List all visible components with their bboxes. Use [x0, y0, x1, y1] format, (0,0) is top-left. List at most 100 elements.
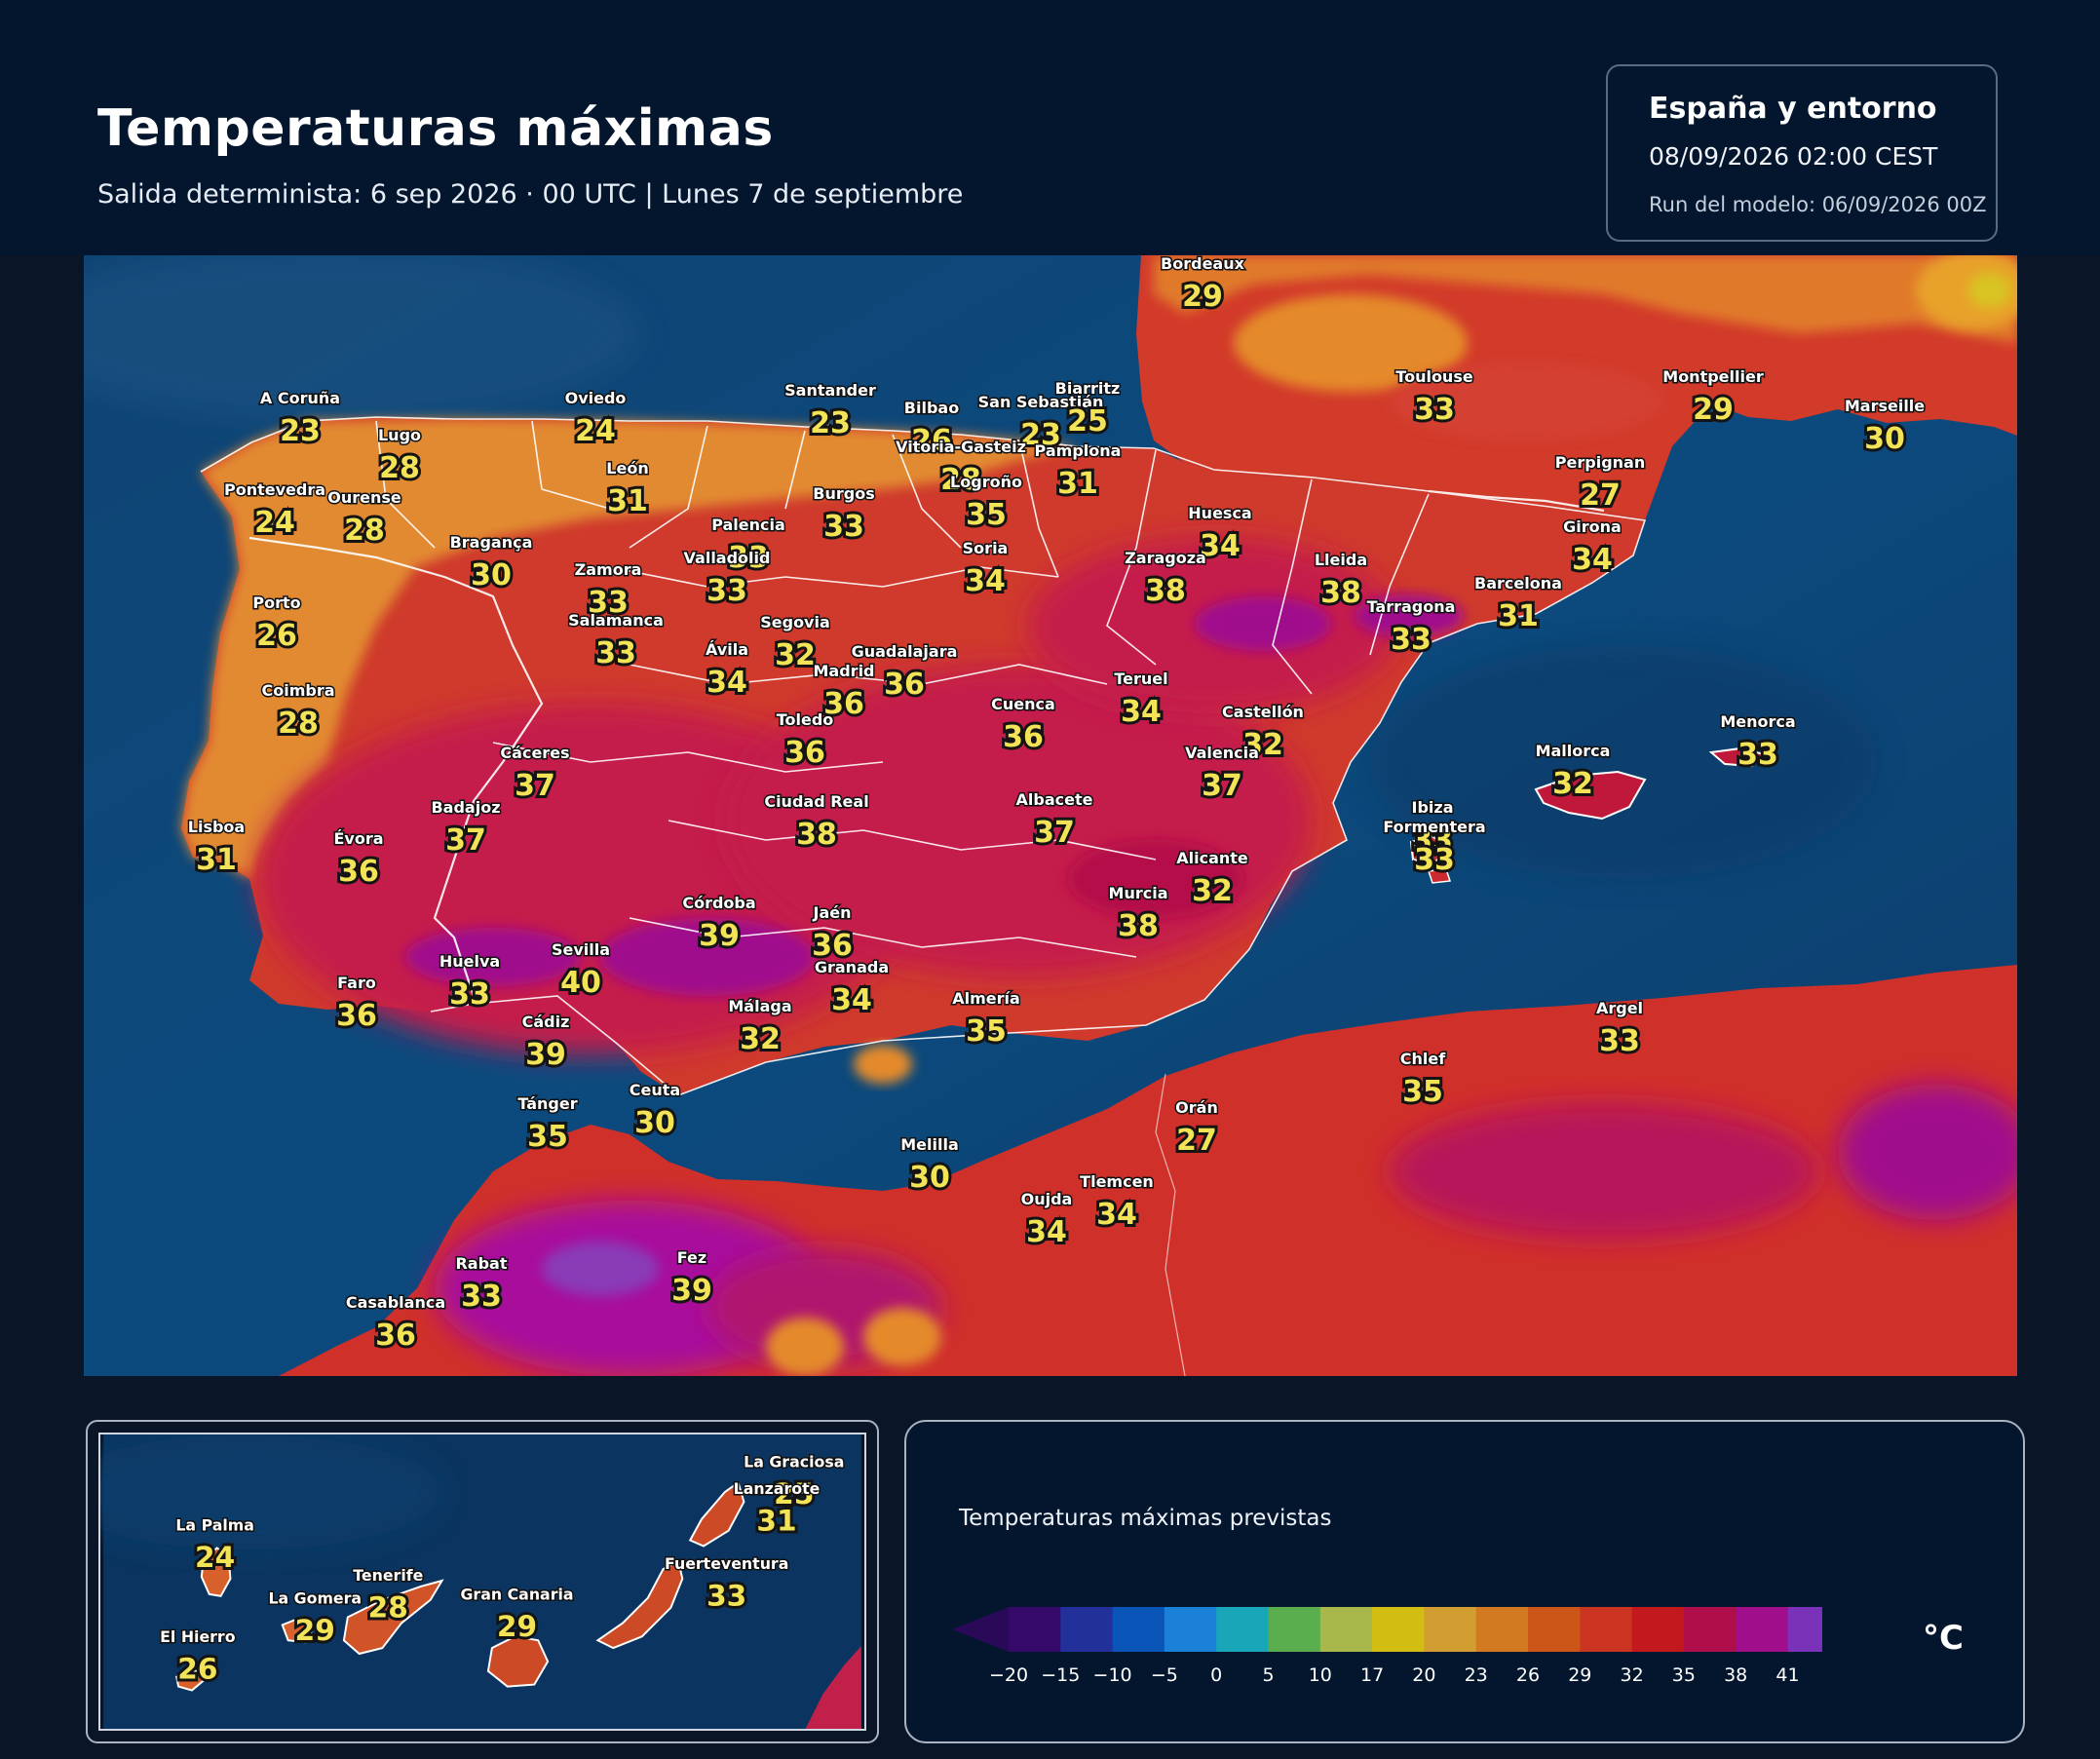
legend-swatch [1372, 1607, 1425, 1652]
city-name: Oviedo [565, 389, 627, 407]
city-name: Barcelona [1474, 574, 1562, 593]
city-la-graciosa: La Graciosa 25 [743, 1451, 846, 1513]
city-tanger: Tánger 35 [516, 1093, 579, 1158]
city-oujda: Oujda 34 [1019, 1189, 1074, 1253]
city-name: Jaén [813, 903, 852, 922]
city-melilla: Melilla 30 [899, 1134, 961, 1199]
city-murcia: Murcia 38 [1107, 883, 1169, 947]
city-name: Valladolid [684, 549, 771, 567]
city-name: Ibiza [1412, 798, 1454, 817]
city-bilbao: Bilbao 26 [902, 398, 960, 462]
city-temp: 36 [812, 929, 853, 963]
legend-tick-label: −15 [1041, 1664, 1080, 1686]
city-soria: Soria 34 [961, 538, 1010, 602]
city-name: Teruel [1114, 669, 1167, 688]
city-temp: 38 [796, 818, 837, 852]
city-name: Tenerife [353, 1566, 423, 1585]
city-temp: 33 [461, 1280, 502, 1314]
city-perpignan: Perpignan 27 [1553, 452, 1646, 516]
header-bar: Temperaturas máximas Salida determinista… [0, 0, 2100, 255]
city-ciudad-real: Ciudad Real 38 [763, 791, 870, 856]
city-almeria: Almería 35 [951, 988, 1022, 1052]
city-fez: Fez 39 [668, 1247, 715, 1312]
city-malaga: Málaga 32 [727, 996, 793, 1060]
temperature-field [181, 255, 2017, 1376]
city-temp: 33 [595, 636, 636, 670]
legend-swatch [1216, 1607, 1269, 1652]
main-map: Bordeaux 29 A Coruña 23 Lugo 28 Oviedo 24 Santan… [84, 255, 2017, 1376]
city-temp: 32 [1242, 728, 1283, 762]
legend-swatch [1164, 1607, 1217, 1652]
city-temp: 34 [1200, 529, 1241, 563]
city-braganca: Bragança 30 [448, 532, 534, 596]
city-name: El Hierro [160, 1627, 236, 1646]
city-temp: 29 [1182, 280, 1223, 314]
city-temp: 26 [177, 1653, 217, 1686]
city-temp: 35 [966, 1014, 1007, 1049]
city-temp: 31 [756, 1505, 796, 1538]
city-name: Mallorca [1536, 742, 1611, 760]
city-temp: 25 [774, 1477, 814, 1510]
city-alicante: Alicante 32 [1175, 848, 1250, 912]
city-name: Orán [1175, 1098, 1218, 1117]
legend-tick-label: 23 [1465, 1664, 1488, 1686]
city-name: Oujda [1021, 1190, 1073, 1208]
city-temp: 38 [1145, 574, 1186, 608]
legend-tick-label: 35 [1672, 1664, 1696, 1686]
city-name: Girona [1563, 517, 1622, 536]
city-santander: Santander 23 [783, 380, 878, 444]
city-temp: 29 [295, 1614, 335, 1647]
legend-tick-label: 20 [1412, 1664, 1435, 1686]
city-temp: 31 [1498, 599, 1539, 633]
city-teruel: Teruel 34 [1113, 669, 1169, 733]
city-name: Fez [677, 1248, 706, 1267]
city-name: Biarritz [1055, 379, 1121, 398]
city-el-hierro: El Hierro 26 [159, 1626, 238, 1689]
city-temp: 39 [525, 1038, 566, 1072]
city-name: Santander [784, 381, 876, 400]
city-pontevedra: Pontevedra 24 [222, 479, 326, 544]
city-coimbra: Coimbra 28 [260, 680, 336, 745]
city-name: Bragança [450, 533, 533, 552]
legend-swatch [1319, 1607, 1373, 1652]
city-name: Córdoba [682, 894, 755, 912]
city-biarritz: Biarritz 25 [1053, 378, 1122, 442]
city-temp: 31 [607, 484, 648, 518]
city-name: Cáceres [500, 744, 569, 762]
city-name: Granada [815, 958, 889, 976]
city-argel: Argel 33 [1594, 998, 1644, 1062]
city-name: Lugo [378, 426, 421, 444]
city-menorca: Menorca 33 [1719, 711, 1797, 776]
city-temp: 36 [375, 1319, 416, 1353]
city-name: Alicante [1176, 849, 1248, 867]
city-bordeaux: Bordeaux 29 [1160, 255, 1247, 317]
city-name: Tánger [517, 1094, 577, 1113]
tenerife-island [342, 1579, 444, 1656]
info-model-run: Run del modelo: 06/09/2026 00Z [1649, 193, 1987, 216]
la-gomera-island [281, 1616, 315, 1644]
city-temp: 27 [1176, 1124, 1217, 1158]
city-name: Marseille [1845, 397, 1925, 415]
city-name: León [606, 459, 648, 478]
city-name: Palencia [711, 516, 785, 534]
city-temp: 30 [634, 1106, 675, 1140]
city-cadiz: Cádiz 39 [520, 1012, 571, 1076]
city-temp: 38 [1118, 909, 1159, 943]
city-temp: 37 [445, 823, 486, 858]
city-mallorca: Mallorca 32 [1534, 741, 1612, 805]
city-name: Pamplona [1035, 441, 1122, 460]
legend-tick-label: 41 [1775, 1664, 1799, 1686]
city-name: Rabat [455, 1254, 507, 1273]
legend-swatch [1528, 1607, 1581, 1652]
menorca-island [1708, 746, 1766, 768]
legend-swatch [1787, 1607, 1822, 1652]
city-la-palma: La Palma 24 [174, 1514, 255, 1577]
city-leon: León 31 [604, 458, 651, 522]
city-ceuta: Ceuta 30 [628, 1080, 681, 1144]
city-temp: 36 [338, 855, 379, 889]
city-temp: 36 [336, 999, 377, 1033]
city-temp: 36 [823, 687, 864, 721]
city-temp: 33 [1391, 623, 1432, 657]
